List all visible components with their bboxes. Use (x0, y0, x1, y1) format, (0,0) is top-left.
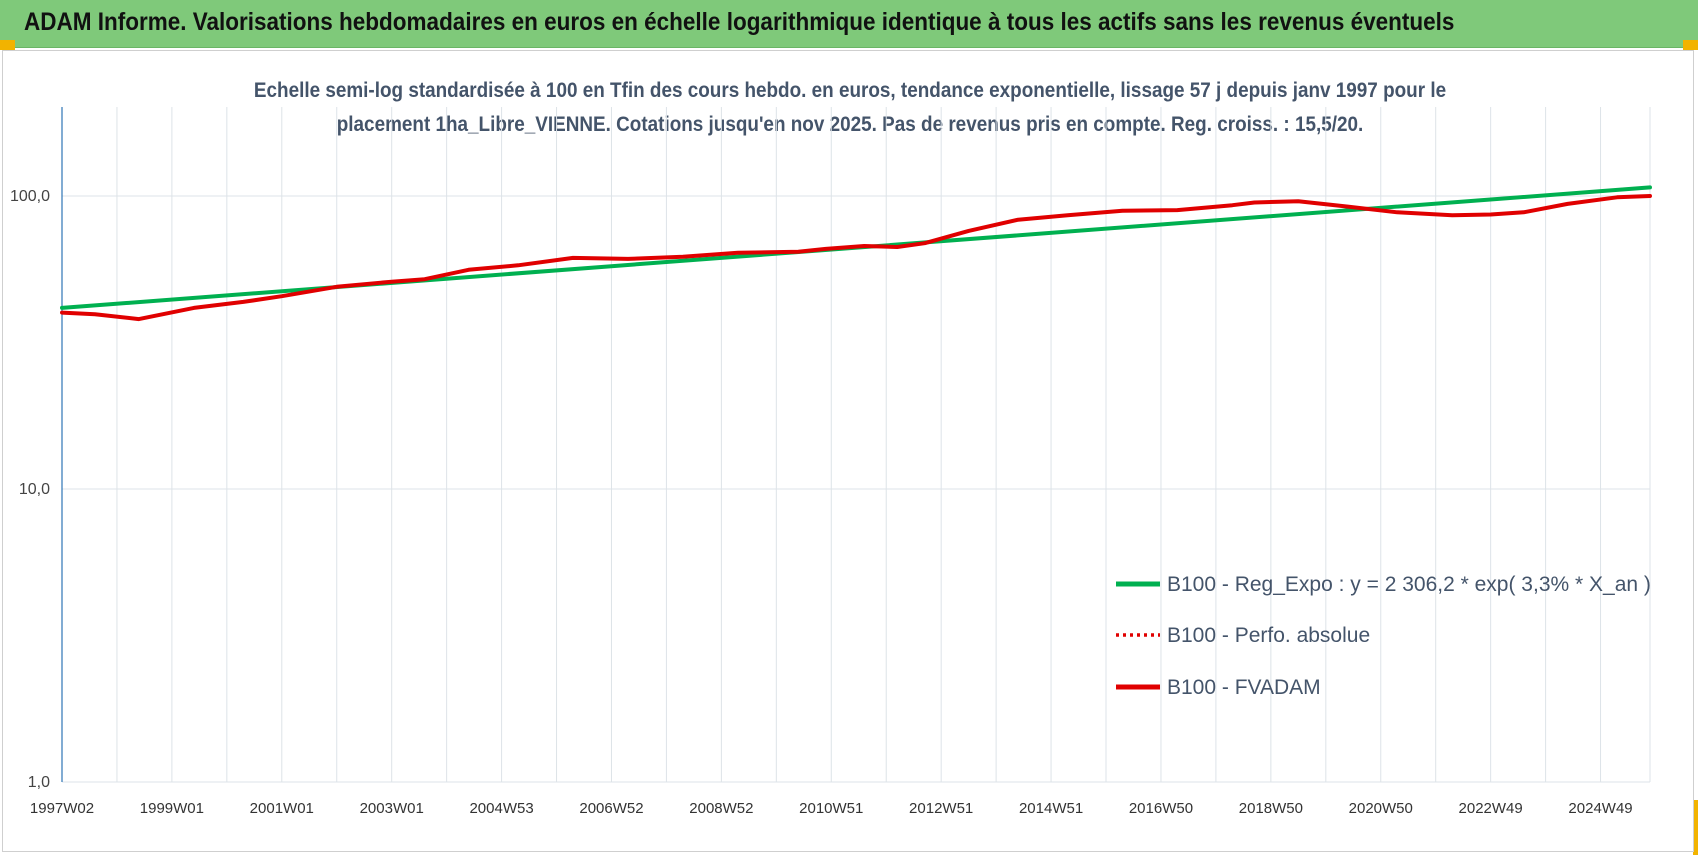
series-line-3 (60, 194, 1652, 322)
chart-subtitle-line-1: Echelle semi-log standardisée à 100 en T… (253, 79, 1447, 102)
x-tick-label: 2010W51 (799, 800, 863, 817)
corner-marker-top-right (1683, 40, 1698, 50)
x-tick-label: 2004W53 (469, 800, 533, 817)
x-tick-label: 2003W01 (360, 800, 424, 817)
x-tick-label: 2016W50 (1129, 800, 1193, 817)
legend-label: B100 - Perfo. absolue (1167, 624, 1370, 647)
corner-marker-bottom-right (1693, 800, 1698, 855)
chart-subtitle: Echelle semi-log standardisée à 100 en T… (247, 74, 1453, 142)
x-tick-label: 2012W51 (909, 800, 973, 817)
y-tick-label: 100,0 (10, 188, 50, 205)
y-tick-label: 10,0 (19, 481, 50, 498)
chart-subtitle-line-2: placement 1ha_Libre_VIENNE. Cotations ju… (336, 113, 1364, 136)
title-banner: ADAM Informe. Valorisations hebdomadaire… (0, 0, 1698, 48)
legend-label: B100 - FVADAM (1167, 676, 1321, 699)
corner-marker-top-left (0, 40, 15, 50)
page-title: ADAM Informe. Valorisations hebdomadaire… (24, 8, 1455, 36)
x-tick-label: 2014W51 (1019, 800, 1083, 817)
axis-layer: 1,0 10,0 100,0 1997W02 1999W01 2001W01 2003W01… (10, 107, 1633, 817)
x-tick-label: 1999W01 (140, 800, 204, 817)
grid-layer (61, 107, 1651, 783)
legend-label: B100 - Reg_Expo : y = 2 306,2 * exp( 3,3… (1167, 573, 1651, 596)
y-tick-label: 1,0 (28, 774, 50, 791)
chart-frame (2, 50, 1694, 852)
x-tick-label: 2001W01 (250, 800, 314, 817)
x-tick-label: 2008W52 (689, 800, 753, 817)
x-tick-label: 1997W02 (30, 800, 94, 817)
x-tick-label: 2024W49 (1568, 800, 1632, 817)
x-tick-label: 2006W52 (579, 800, 643, 817)
x-tick-label: 2022W49 (1459, 800, 1523, 817)
x-tick-label: 2018W50 (1239, 800, 1303, 817)
series-layer (60, 185, 1652, 322)
legend: B100 - Reg_Expo : y = 2 306,2 * exp( 3,3… (1116, 573, 1651, 699)
x-tick-label: 2020W50 (1349, 800, 1413, 817)
